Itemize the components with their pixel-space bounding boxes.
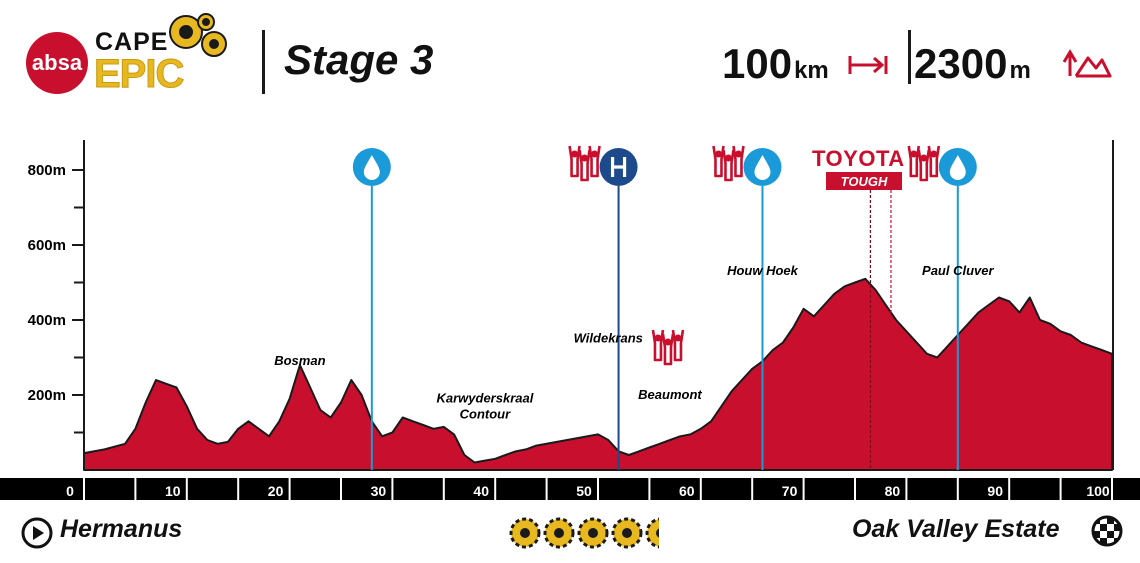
y-tick-label: 600m xyxy=(28,237,66,254)
absa-logo: absa xyxy=(26,32,88,94)
distance-stat: 100 km xyxy=(722,40,829,88)
difficulty-gear-icon xyxy=(509,517,541,549)
gears-icon xyxy=(169,13,227,57)
location-label: Paul Cluver xyxy=(922,263,994,278)
tough-badge: TOUGH xyxy=(826,172,902,190)
x-tick-label: 70 xyxy=(782,483,798,499)
location-label: Beaumont xyxy=(638,387,702,402)
finish-location: Oak Valley Estate xyxy=(852,515,1060,543)
water-drop-icon xyxy=(949,155,966,180)
difficulty-gear-icon xyxy=(645,517,659,549)
cape-epic-logo-top: CAPE xyxy=(95,28,169,56)
climb-stat: 2300 m xyxy=(914,40,1031,88)
climb-value: 2300 xyxy=(914,40,1008,87)
distance-value: 100 xyxy=(722,40,793,87)
x-tick-label: 50 xyxy=(576,483,592,499)
location-label: Karwyderskraal xyxy=(436,391,533,406)
location-label: Contour xyxy=(460,407,511,422)
location-label: Bosman xyxy=(274,353,325,368)
toyota-logo: TOYOTA xyxy=(812,146,905,171)
x-tick-label: 40 xyxy=(473,483,489,499)
difficulty-rating xyxy=(508,516,659,550)
x-tick-label: 100 xyxy=(1086,483,1110,499)
difficulty-gear-icon xyxy=(611,517,643,549)
spectators-icon xyxy=(907,145,941,182)
stage-title: Stage 3 xyxy=(284,36,434,83)
distance-arrow-icon xyxy=(848,56,888,74)
header-divider xyxy=(262,30,265,94)
stats-divider xyxy=(908,30,911,84)
x-tick-label: 90 xyxy=(987,483,1003,499)
y-tick-label: 200m xyxy=(28,387,66,404)
difficulty-gear-icon xyxy=(543,517,575,549)
y-tick-label: 400m xyxy=(28,312,66,329)
x-tick-label: 30 xyxy=(371,483,387,499)
x-tick-label: 80 xyxy=(885,483,901,499)
spectators-icon xyxy=(568,145,601,182)
hub-letter-icon xyxy=(610,157,627,177)
spectators-icon xyxy=(712,145,745,182)
elevation-gain-icon xyxy=(1062,49,1112,78)
x-tick-label: 10 xyxy=(165,483,181,499)
x-tick-label: 20 xyxy=(268,483,284,499)
start-location: Hermanus xyxy=(60,515,183,543)
finish-flag-icon xyxy=(1091,515,1123,547)
cape-epic-logo-bottom: EPIC xyxy=(93,52,184,97)
location-label: Houw Hoek xyxy=(727,263,799,278)
climb-unit: m xyxy=(1009,57,1031,84)
y-tick-label: 800m xyxy=(28,162,66,179)
distance-unit: km xyxy=(794,57,829,84)
absa-logo-text: absa xyxy=(31,50,83,75)
elevation-profile-area xyxy=(83,277,1113,471)
start-play-icon xyxy=(21,517,53,549)
x-tick-label: 0 xyxy=(66,483,74,499)
location-label: Wildekrans xyxy=(574,331,643,346)
x-tick-label: 60 xyxy=(679,483,695,499)
water-drop-icon xyxy=(754,155,771,180)
water-drop-icon xyxy=(363,155,380,180)
spectators-icon xyxy=(651,329,685,366)
difficulty-gear-icon xyxy=(577,517,609,549)
